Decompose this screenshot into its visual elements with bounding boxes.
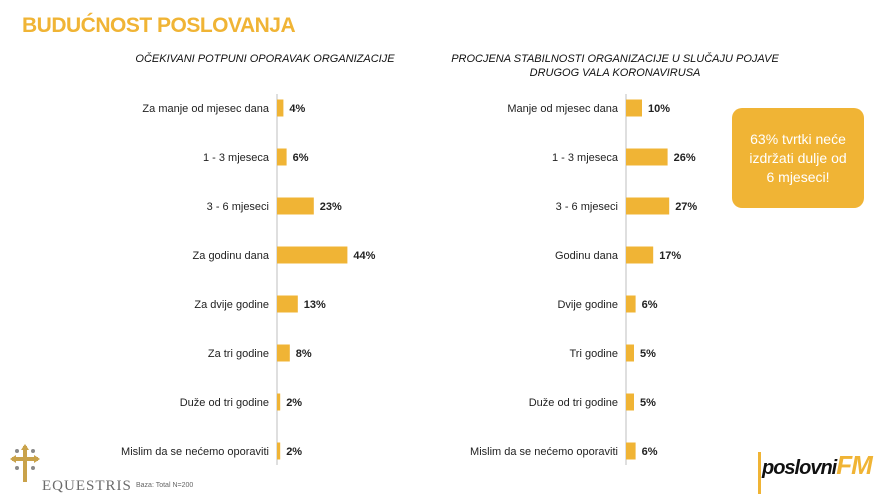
value-label: 13% (304, 299, 326, 311)
value-label: 27% (675, 201, 697, 213)
callout-text: 63% tvrtki neće izdržati dulje od 6 mjes… (749, 130, 847, 185)
value-label: 5% (640, 397, 656, 409)
page-title: BUDUĆNOST POSLOVANJA (22, 14, 296, 37)
value-label: 2% (286, 446, 302, 458)
value-label: 26% (674, 152, 696, 164)
bar (626, 344, 634, 362)
category-label: Mislim da se nećemo oporaviti (121, 446, 269, 458)
chart-title-stability: PROCJENA STABILNOSTI ORGANIZACIJE U SLUČ… (451, 53, 779, 79)
chart-title-recovery: OČEKIVANI POTPUNI OPORAVAK ORGANIZACIJE (135, 53, 395, 65)
logo-main-text: poslovni (762, 457, 837, 479)
value-label: 6% (642, 299, 658, 311)
poslovni-fm-logo: poslovniFM (762, 450, 873, 481)
bar (626, 246, 654, 264)
value-label: 10% (648, 103, 670, 115)
category-label: Duže od tri godine (180, 397, 269, 409)
bar (626, 148, 668, 166)
bar (277, 442, 281, 460)
value-label: 2% (286, 397, 302, 409)
category-label: Godinu dana (555, 250, 619, 262)
equestris-logo-icon (10, 444, 40, 482)
bar (626, 393, 634, 411)
value-label: 6% (293, 152, 309, 164)
bar (277, 197, 314, 215)
poslovni-fm-logo-bar (758, 452, 761, 494)
category-label: Za tri godine (208, 348, 269, 360)
base-note: Baza: Total N=200 (136, 482, 194, 489)
category-label: Tri godine (569, 348, 618, 360)
value-label: 44% (353, 250, 375, 262)
category-label: Za godinu dana (193, 250, 270, 262)
value-label: 23% (320, 201, 342, 213)
value-label: 6% (642, 446, 658, 458)
bar (277, 148, 287, 166)
value-label: 8% (296, 348, 312, 360)
category-label: Mislim da se nećemo oporaviti (470, 446, 618, 458)
logo-accent-text: FM (836, 450, 873, 480)
bar (626, 442, 636, 460)
category-label: 3 - 6 mjeseci (207, 201, 269, 213)
bar (277, 99, 284, 117)
category-label: Za manje od mjesec dana (142, 103, 269, 115)
category-label: Duže od tri godine (529, 397, 618, 409)
value-label: 17% (659, 250, 681, 262)
value-label: 4% (289, 103, 305, 115)
bar (277, 393, 281, 411)
bar (626, 197, 670, 215)
callout-box: 63% tvrtki neće izdržati dulje od 6 mjes… (732, 108, 864, 208)
category-label: 1 - 3 mjeseca (552, 152, 619, 164)
bar (626, 99, 642, 117)
category-label: Manje od mjesec dana (507, 103, 619, 115)
bar (626, 295, 636, 313)
category-label: Dvije godine (557, 299, 618, 311)
bar (277, 295, 298, 313)
value-label: 5% (640, 348, 656, 360)
equestris-logo-text: EQUESTRIS (42, 478, 132, 494)
category-label: 1 - 3 mjeseca (203, 152, 270, 164)
category-label: 3 - 6 mjeseci (556, 201, 618, 213)
category-label: Za dvije godine (194, 299, 269, 311)
bar (277, 344, 290, 362)
bar (277, 246, 348, 264)
